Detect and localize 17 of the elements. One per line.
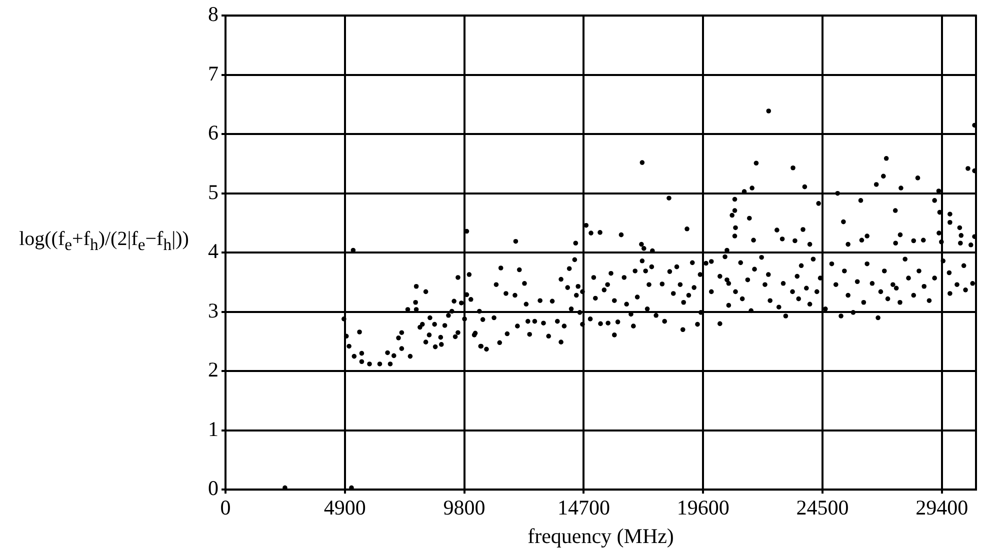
text: log((f$_{e}$+f$_{h}$)/(2|f$_{e}$−f$_{h}$|)) [19, 228, 189, 254]
x-tick-label: 29400 [916, 496, 968, 520]
y-tick-label: 7 [208, 61, 218, 86]
y-tick-label: 6 [208, 120, 218, 145]
x-tick-label: 19600 [676, 496, 730, 520]
x-axis-title: frequency (MHz) [528, 524, 674, 548]
x-tick-label: 9800 [443, 496, 486, 520]
y-tick-label: 1 [208, 416, 218, 441]
x-tick-label: 24500 [796, 496, 849, 520]
y-tick-label: 0 [208, 476, 218, 500]
y-tick-label: 3 [208, 298, 218, 322]
y-tick-label: 4 [208, 239, 219, 264]
y-tick-label: 8 [208, 2, 218, 26]
y-tick-label: 2 [208, 358, 218, 382]
x-tick-label: 4900 [324, 496, 366, 520]
x-tick-label: 14700 [557, 496, 610, 520]
y-tick-label: 5 [208, 180, 218, 204]
